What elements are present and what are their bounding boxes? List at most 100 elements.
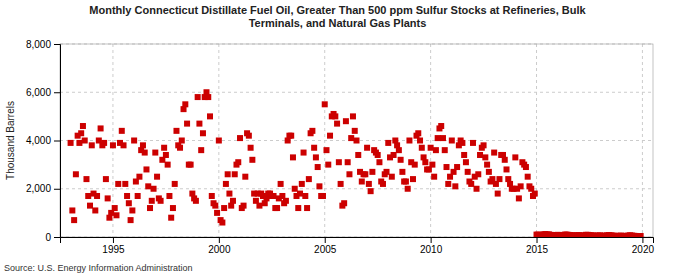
point <box>145 183 151 189</box>
point <box>112 205 118 211</box>
point <box>496 176 502 182</box>
point <box>311 145 317 151</box>
point <box>216 138 222 144</box>
point <box>110 142 116 148</box>
grid <box>60 44 653 237</box>
point <box>94 193 100 199</box>
point <box>532 191 538 197</box>
point <box>76 140 82 146</box>
point <box>149 198 155 204</box>
point <box>292 186 298 192</box>
point <box>465 169 471 175</box>
point <box>477 152 483 158</box>
y-tick-mark <box>54 141 60 142</box>
point <box>410 176 416 182</box>
point <box>122 181 128 187</box>
point <box>69 207 75 213</box>
point <box>384 169 390 175</box>
source-note: Source: U.S. Energy Information Administ… <box>4 263 193 273</box>
point <box>486 169 492 175</box>
point <box>198 147 204 153</box>
point <box>126 200 132 206</box>
point <box>422 159 428 165</box>
y-axis-line <box>54 45 61 238</box>
point <box>241 203 247 209</box>
x-tick-label: 1995 <box>102 244 125 255</box>
y-tick-label: 4,000 <box>26 135 51 146</box>
point <box>68 140 74 146</box>
point <box>143 166 149 172</box>
point <box>470 140 476 146</box>
point <box>151 186 157 192</box>
y-tick-label: 6,000 <box>26 87 51 98</box>
y-grid-line <box>60 92 653 93</box>
point <box>235 159 241 165</box>
point <box>309 128 315 134</box>
chart-svg: Monthly Connecticut Distillate Fuel Oil,… <box>0 0 675 275</box>
x-axis: 199520002005201020152020 <box>61 237 655 255</box>
points <box>68 89 644 237</box>
y-tick-mark <box>54 92 60 93</box>
point <box>343 118 349 124</box>
point <box>518 183 524 189</box>
y-tick: 2,000 <box>26 183 60 194</box>
x-tick-label: 2005 <box>314 244 337 255</box>
point <box>212 203 218 209</box>
point <box>248 145 254 151</box>
x-axis-line <box>61 238 654 244</box>
point <box>323 147 329 153</box>
point <box>288 133 294 139</box>
point <box>256 203 262 209</box>
point <box>325 162 331 168</box>
point <box>92 207 98 213</box>
plot-frame <box>60 44 653 237</box>
point <box>136 174 142 180</box>
point <box>482 154 488 160</box>
point <box>184 121 190 127</box>
point <box>304 205 310 211</box>
point <box>135 193 141 199</box>
point <box>461 152 467 158</box>
point <box>124 193 130 199</box>
point <box>101 140 107 146</box>
y-tick-mark <box>54 44 60 45</box>
point <box>336 159 342 165</box>
point <box>119 128 125 134</box>
chart-container: Monthly Connecticut Distillate Fuel Oil,… <box>0 0 675 275</box>
point <box>226 191 232 197</box>
point <box>502 157 508 163</box>
point <box>80 123 86 129</box>
point <box>484 162 490 168</box>
point <box>297 191 303 197</box>
point <box>113 212 119 218</box>
point <box>345 159 351 165</box>
point <box>128 217 134 223</box>
point <box>193 198 199 204</box>
x-tick-label: 2015 <box>526 244 549 255</box>
point <box>429 162 435 168</box>
y-axis: 02,0004,0006,0008,000 <box>26 39 61 243</box>
point <box>322 101 328 107</box>
point <box>140 142 146 148</box>
point <box>332 113 338 119</box>
point <box>207 113 213 119</box>
point <box>295 205 301 211</box>
point <box>348 135 354 141</box>
point <box>196 121 202 127</box>
point <box>182 101 188 107</box>
x-tick-label: 2020 <box>632 244 655 255</box>
point <box>468 181 474 187</box>
x-grid-line <box>642 44 643 237</box>
point <box>428 145 434 151</box>
point <box>142 150 148 156</box>
point <box>399 169 405 175</box>
point <box>237 135 243 141</box>
point <box>299 181 305 187</box>
point <box>364 145 370 151</box>
point <box>412 162 418 168</box>
point <box>278 181 284 187</box>
point <box>406 138 412 144</box>
x-tick-mark <box>219 237 220 243</box>
x-tick: 2005 <box>314 237 337 255</box>
point <box>398 157 404 163</box>
